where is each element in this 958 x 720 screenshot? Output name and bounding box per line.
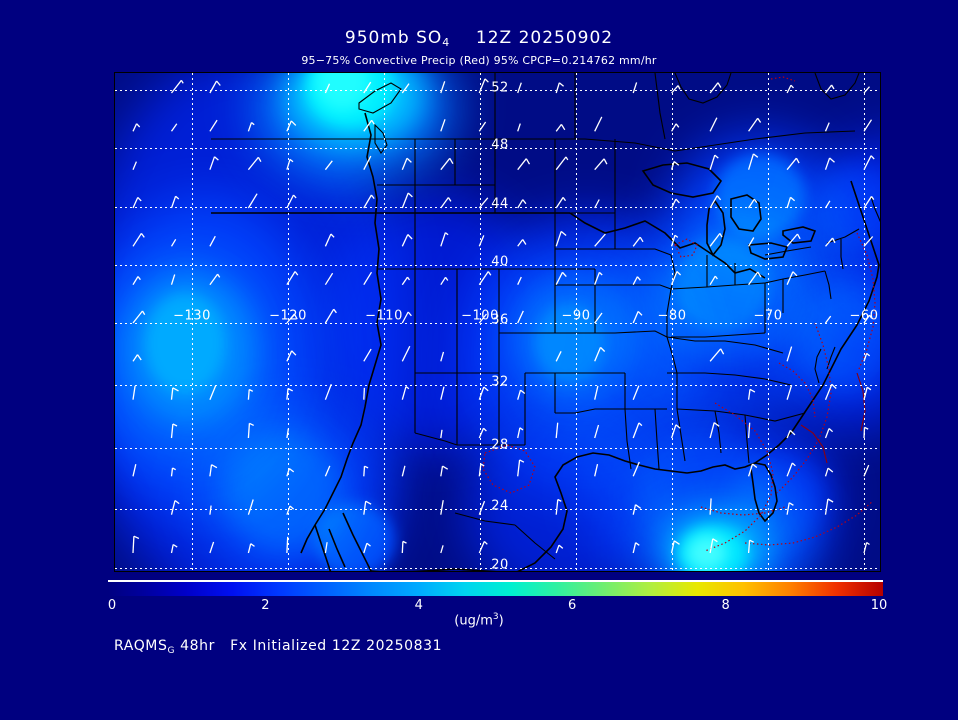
colorbar-tick-3: 6: [568, 598, 577, 613]
lon-tick-6: −70: [753, 308, 783, 324]
colorbar-units-label: (ug/m3): [0, 612, 958, 628]
title-valid-time: 12Z 20250902: [475, 28, 614, 48]
lon-tick-2: −110: [365, 308, 403, 324]
colorbar-tick-1: 2: [261, 598, 270, 613]
colorbar-tick-2: 4: [414, 598, 423, 613]
convective-precip-contours: [482, 76, 876, 552]
footer-caption: RAQMSG 48hr Fx Initialized 12Z 20250831: [114, 638, 443, 656]
lon-tick-0: −130: [173, 308, 211, 324]
title-subscript: 4: [442, 36, 451, 49]
colorbar-gradient: [108, 580, 883, 596]
lon-tick-5: −80: [657, 308, 687, 324]
lat-tick-3: 40: [491, 254, 509, 270]
footer-detail: 48hr Fx Initialized 12Z 20250831: [175, 638, 443, 654]
lat-tick-1: 48: [491, 137, 509, 153]
colorbar-tick-5: 10: [870, 598, 888, 613]
units-exponent: 3: [492, 612, 499, 622]
footer-model: RAQMS: [114, 638, 168, 654]
map-plot-area[interactable]: [114, 72, 881, 572]
lat-tick-5: 32: [491, 374, 509, 390]
units-open: (ug/m: [454, 613, 493, 629]
lat-tick-6: 28: [491, 437, 509, 453]
lon-tick-7: −60: [849, 308, 879, 324]
footer-model-subscript: G: [167, 646, 176, 656]
page-title: 950mb SO4 12Z 20250902: [0, 28, 958, 49]
colorbar-tick-0: 0: [107, 598, 117, 613]
lat-tick-8: 20: [491, 557, 509, 573]
title-species: 950mb SO: [344, 28, 443, 48]
colorbar-tick-4: 8: [721, 598, 730, 613]
subtitle: 95−75% Convective Precip (Red) 95% CPCP=…: [301, 54, 657, 67]
colorbar[interactable]: 0 2 4 6 8 10: [108, 580, 887, 613]
lat-tick-7: 24: [491, 498, 509, 514]
so4-concentration-field: [115, 73, 880, 571]
units-close: ): [498, 613, 504, 629]
lat-tick-2: 44: [491, 196, 509, 212]
lon-tick-3: −100: [461, 308, 499, 324]
wind-barbs-overlay: [132, 78, 875, 554]
lat-tick-0: 52: [491, 80, 509, 96]
lon-tick-4: −90: [561, 308, 591, 324]
lon-tick-1: −120: [269, 308, 307, 324]
lat-tick-4: 36: [491, 312, 509, 328]
coastlines-and-borders: [211, 73, 880, 571]
